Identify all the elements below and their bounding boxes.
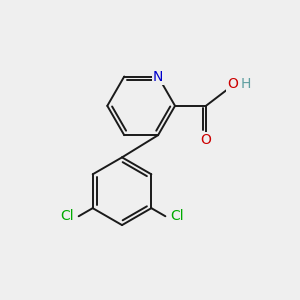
Text: O: O [200,133,211,147]
Text: Cl: Cl [170,209,183,223]
Text: N: N [153,70,163,83]
Text: H: H [240,77,250,91]
Text: O: O [227,77,238,91]
Text: Cl: Cl [61,209,74,223]
